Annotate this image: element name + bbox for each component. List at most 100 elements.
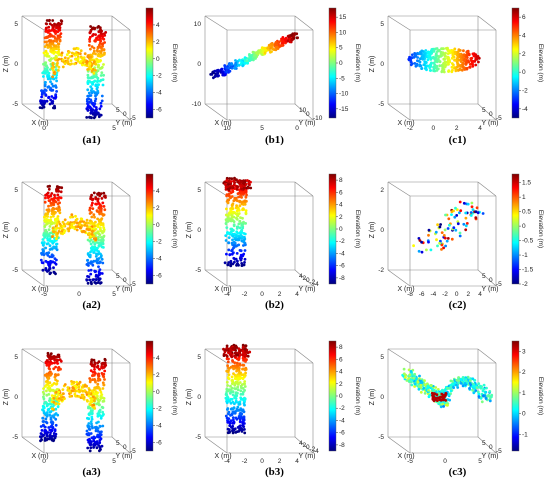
z-tick-label: -5 [12, 434, 18, 441]
colorbar-label: Elevation (m) [354, 44, 361, 82]
data-point [444, 392, 448, 395]
data-point [231, 400, 235, 404]
data-point [235, 374, 238, 378]
data-point [53, 358, 57, 362]
data-point [47, 204, 50, 208]
data-point [93, 91, 97, 95]
data-point [94, 278, 98, 282]
data-point [103, 41, 106, 44]
data-point [100, 29, 103, 33]
data-point [69, 215, 72, 219]
colorbar-label: Elevation (m) [171, 377, 178, 415]
data-point [51, 19, 55, 22]
data-point [50, 222, 54, 226]
data-point [54, 407, 58, 411]
data-point [225, 179, 229, 183]
data-point [474, 389, 478, 392]
data-point [99, 101, 103, 105]
colorbar-tick-label: -6 [339, 430, 345, 437]
chart-c3: 50-5-5 0 550-5X (m) Y (m)Z (m)3210-1Elevati… [369, 340, 544, 465]
data-point [101, 373, 105, 376]
data-point [277, 44, 281, 48]
axes-edge [111, 348, 131, 364]
colorbar-tick-label: 4 [156, 22, 160, 29]
y-axis-label: Y (m) [116, 453, 133, 460]
data-point [225, 66, 228, 70]
data-point [458, 200, 462, 204]
y-tick-label: -5 [496, 448, 502, 455]
z-tick-label: -5 [378, 434, 384, 441]
y-tick-label: 2 [303, 442, 307, 449]
data-point [473, 378, 477, 382]
data-point [86, 221, 90, 225]
data-point [48, 58, 51, 62]
data-point [240, 373, 244, 376]
data-point [98, 268, 102, 271]
data-point [442, 246, 445, 250]
x-tick-label: 0 [260, 458, 264, 465]
data-point [40, 89, 43, 93]
data-point [93, 109, 97, 112]
data-point [45, 99, 49, 103]
data-point [70, 213, 74, 217]
data-point [59, 35, 62, 39]
data-point [238, 58, 241, 62]
data-point [224, 393, 228, 396]
data-point [433, 56, 436, 60]
chart-a3: 50-50 550-5X (m) Y (m)Z (m)420-2-4-6Elevat… [3, 340, 178, 465]
data-point [54, 402, 58, 405]
data-point [85, 278, 89, 281]
data-point [43, 437, 47, 441]
data-point [72, 47, 76, 51]
data-point [48, 388, 52, 392]
data-point [230, 206, 234, 210]
data-point [49, 201, 53, 205]
data-point [49, 425, 53, 428]
data-point [90, 58, 94, 62]
data-point [463, 382, 467, 385]
data-point [244, 344, 248, 348]
data-point [226, 183, 230, 186]
data-point [94, 68, 97, 72]
data-point [229, 365, 233, 369]
data-point [47, 187, 51, 191]
data-point [249, 58, 253, 62]
y-tick-label: 5 [116, 273, 120, 280]
data-point [237, 212, 240, 216]
data-point [422, 386, 426, 390]
z-tick-label: 0 [14, 394, 18, 401]
data-point [451, 382, 454, 386]
data-point [50, 429, 54, 433]
data-point [444, 213, 447, 217]
data-point [60, 398, 63, 402]
axes-edge [477, 436, 497, 454]
data-point [226, 395, 229, 399]
data-point [79, 226, 82, 230]
data-point [44, 233, 48, 236]
data-point [102, 63, 105, 66]
data-point [242, 346, 245, 349]
data-point [99, 74, 103, 77]
data-point [90, 422, 93, 426]
data-point [98, 425, 102, 428]
data-point [99, 236, 103, 239]
data-point [48, 267, 52, 270]
data-point [42, 433, 45, 437]
data-point [54, 200, 58, 204]
data-point [443, 228, 447, 232]
data-point [43, 54, 47, 57]
data-point [92, 116, 96, 120]
data-point [91, 227, 95, 231]
data-point [55, 207, 59, 210]
data-point [93, 232, 97, 235]
data-point [87, 422, 91, 425]
data-point [233, 63, 237, 67]
data-point [56, 59, 59, 62]
data-point [488, 390, 492, 393]
data-point [91, 52, 95, 55]
data-point [241, 263, 244, 267]
data-point [54, 378, 57, 382]
colorbar-tick-label: 0 [156, 222, 160, 229]
data-point [477, 382, 481, 386]
data-point [96, 281, 100, 284]
